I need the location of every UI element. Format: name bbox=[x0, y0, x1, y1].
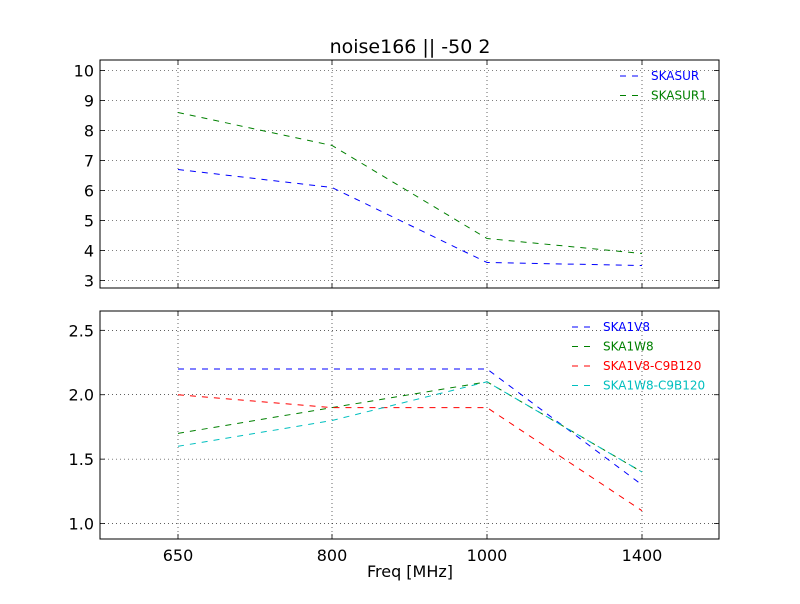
legend-label: SKA1V8 bbox=[603, 320, 650, 334]
x-tick-label: 800 bbox=[317, 546, 348, 565]
legend-label: SKA1W8 bbox=[603, 340, 654, 354]
x-axis-label: Freq [MHz] bbox=[367, 562, 453, 581]
y-tick-label: 8 bbox=[84, 122, 94, 141]
top-panel: 3 4 5 6 7 8 9 10 SKASUR SKASUR1 bbox=[74, 59, 720, 291]
series-line-ska1v8-c9b120 bbox=[177, 394, 643, 512]
y-tick-label: 3 bbox=[84, 272, 94, 291]
legend-label: SKASUR1 bbox=[651, 89, 707, 103]
y-tick-label: 1.5 bbox=[69, 450, 94, 469]
y-tick-label: 1.0 bbox=[69, 515, 94, 534]
axes-frame bbox=[99, 59, 720, 289]
y-tick-label: 5 bbox=[84, 212, 94, 231]
legend-label: SKA1V8-C9B120 bbox=[603, 359, 701, 373]
y-tick-label: 6 bbox=[84, 182, 94, 201]
plot-area bbox=[100, 60, 719, 288]
chart-title: noise166 || -50 2 bbox=[330, 36, 491, 58]
x-tick-label: 1000 bbox=[467, 546, 508, 565]
x-tick-label: 650 bbox=[163, 546, 194, 565]
y-tick-label: 10 bbox=[74, 62, 94, 81]
y-tick-label: 2.5 bbox=[69, 321, 94, 340]
y-tick-label: 4 bbox=[84, 242, 94, 261]
plot-area bbox=[100, 311, 719, 539]
legend-label: SKA1W8-C9B120 bbox=[603, 379, 705, 393]
y-tick-label: 9 bbox=[84, 92, 94, 111]
legend-label: SKASUR bbox=[651, 69, 699, 83]
axes-frame bbox=[99, 310, 720, 540]
series-line-ska1v8 bbox=[178, 368, 643, 486]
series-line-skasur bbox=[177, 169, 643, 266]
bottom-panel: 650 800 1000 1400 1.0 1.5 2.0 2.5 SKA1V8 SKA1W8 SK… bbox=[69, 310, 720, 565]
y-tick-label: 2.0 bbox=[69, 386, 94, 405]
y-tick-label: 7 bbox=[84, 152, 94, 171]
x-tick-label: 1400 bbox=[622, 546, 663, 565]
